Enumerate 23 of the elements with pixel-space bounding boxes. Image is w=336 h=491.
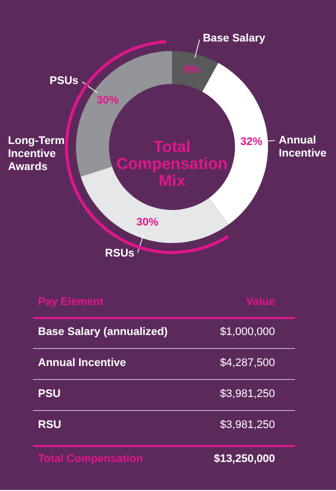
text: Total Compensation	[38, 453, 144, 465]
data-label: 30%	[96, 94, 119, 106]
text: RSU	[38, 419, 62, 431]
text: Value	[246, 296, 275, 308]
slice-label: Base Salary	[202, 32, 266, 45]
text: $3,981,250	[220, 388, 275, 400]
text: Long-Term Incentive Awards	[8, 135, 65, 173]
donut-slice	[172, 51, 218, 92]
text: Pay Element	[38, 296, 104, 308]
text: $1,000,000	[220, 326, 275, 338]
text: PSU	[38, 388, 61, 400]
text: Total Compensation Mix	[116, 139, 228, 190]
text: $13,250,000	[214, 453, 275, 465]
data-label: 30%	[136, 216, 159, 229]
slice-label: PSUs	[50, 75, 78, 88]
text: Base Salary (annualized)	[38, 326, 168, 338]
text: $3,981,250	[220, 419, 275, 431]
slice-label: Annual Incentive	[278, 134, 326, 160]
text: Annual Incentive	[38, 357, 126, 369]
data-label: 8%	[184, 64, 200, 76]
data-label: 32%	[240, 136, 263, 148]
text: $4,287,500	[220, 357, 275, 369]
slice-label: RSUs	[105, 248, 134, 260]
